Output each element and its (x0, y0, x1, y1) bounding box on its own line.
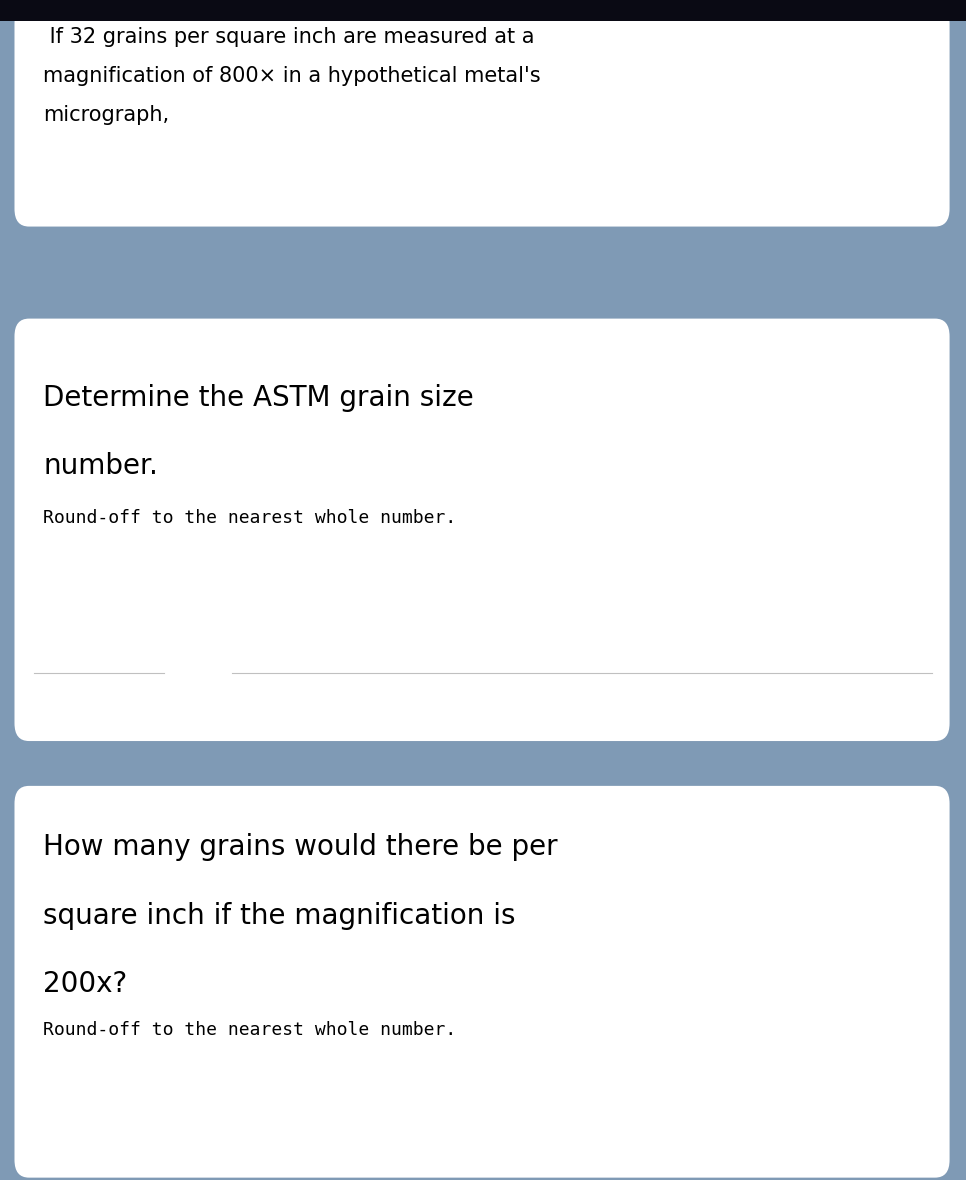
Text: How many grains would there be per: How many grains would there be per (43, 833, 558, 861)
Text: micrograph,: micrograph, (43, 105, 170, 125)
Text: 200x?: 200x? (43, 970, 128, 998)
Text: If 32 grains per square inch are measured at a: If 32 grains per square inch are measure… (43, 27, 535, 47)
Text: square inch if the magnification is: square inch if the magnification is (43, 902, 516, 930)
Text: magnification of 800× in a hypothetical metal's: magnification of 800× in a hypothetical … (43, 66, 541, 86)
Text: Round-off to the nearest whole number.: Round-off to the nearest whole number. (43, 509, 457, 526)
FancyBboxPatch shape (14, 319, 950, 741)
Text: Determine the ASTM grain size: Determine the ASTM grain size (43, 384, 474, 412)
Text: number.: number. (43, 452, 158, 480)
FancyBboxPatch shape (14, 786, 950, 1178)
Text: Round-off to the nearest whole number.: Round-off to the nearest whole number. (43, 1021, 457, 1038)
FancyBboxPatch shape (14, 6, 950, 227)
Bar (0, 0, 966, 21)
